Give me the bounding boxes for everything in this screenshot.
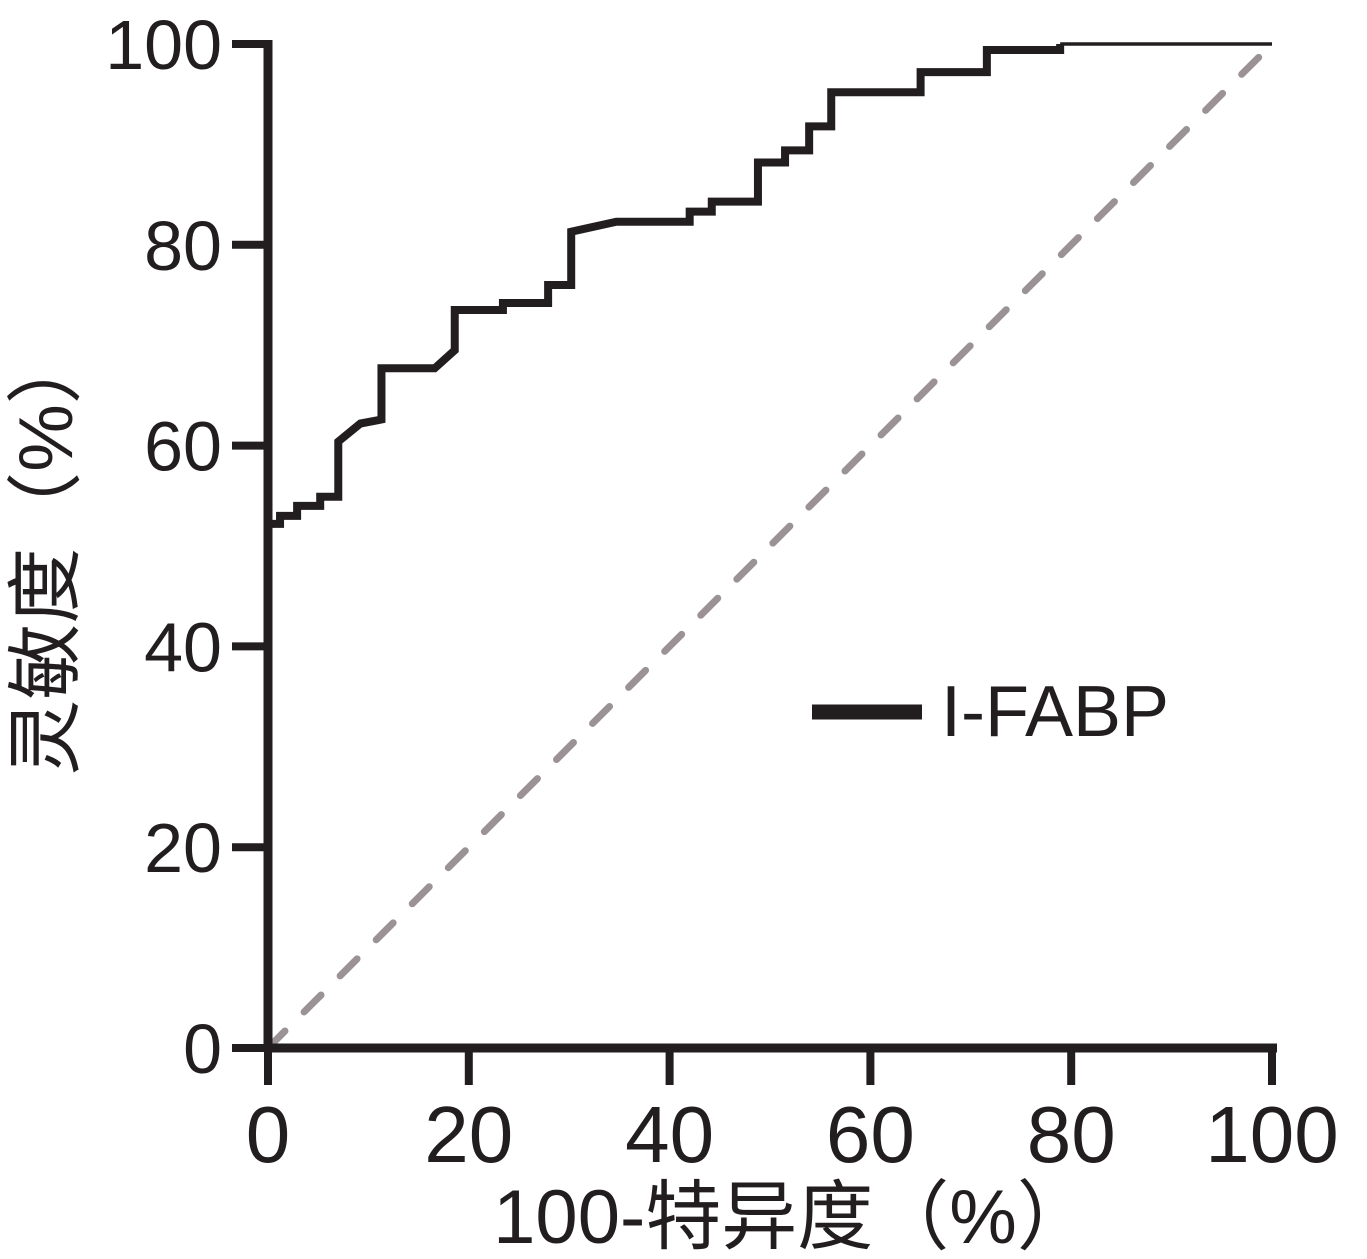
- y-tick-labels: 0 20 40 60 80 100: [105, 6, 222, 1088]
- y-tick-label: 100: [105, 6, 222, 84]
- x-axis-title: 100-特异度（%）: [493, 1175, 1093, 1259]
- reference-diagonal-line: [264, 40, 1276, 1052]
- legend-label: I-FABP: [941, 672, 1169, 752]
- y-axis-title: 灵敏度（%）: [4, 328, 89, 776]
- x-tick-label: 40: [625, 1090, 714, 1179]
- legend: I-FABP: [812, 672, 1169, 752]
- y-tick-label: 40: [144, 608, 222, 686]
- x-axis-ticks: [264, 1048, 1276, 1085]
- x-tick-label: 0: [246, 1090, 291, 1179]
- x-tick-label: 60: [826, 1090, 915, 1179]
- y-tick-label: 60: [144, 408, 222, 486]
- x-tick-labels: 0 20 40 60 80 100: [246, 1090, 1339, 1179]
- axes: 0 20 40 60 80 100 0 20 40 60 80 100: [105, 6, 1339, 1179]
- y-tick-label: 20: [144, 809, 222, 887]
- x-tick-label: 80: [1027, 1090, 1116, 1179]
- y-tick-label: 80: [144, 207, 222, 285]
- y-axis-ticks: [232, 40, 268, 1052]
- y-tick-label: 0: [183, 1010, 222, 1088]
- roc-curve-ifabp: [268, 44, 1065, 528]
- x-tick-label: 20: [424, 1090, 513, 1179]
- x-tick-label: 100: [1205, 1090, 1338, 1179]
